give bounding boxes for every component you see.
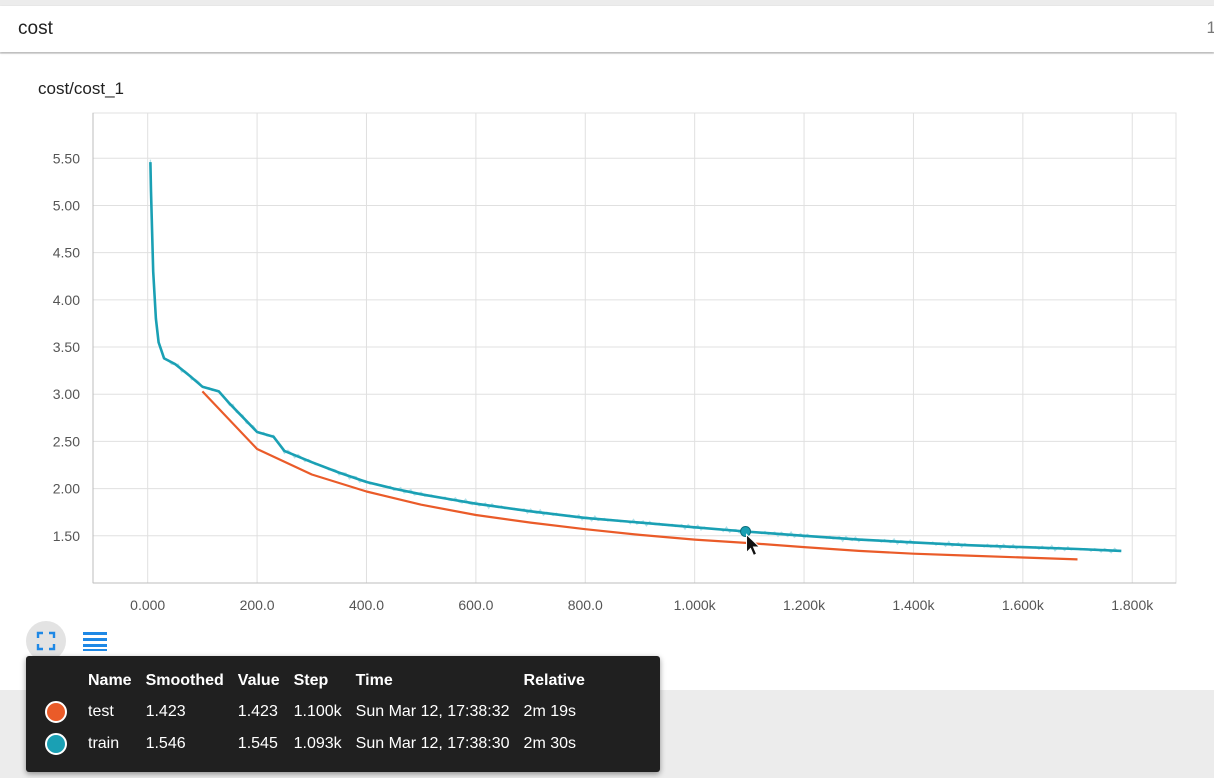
category-header[interactable]: cost 1 (0, 6, 1214, 52)
y-tick-label: 2.00 (53, 481, 80, 497)
row-time: Sun Mar 12, 17:38:30 (355, 735, 510, 752)
x-tick-label: 1.800k (1111, 597, 1154, 613)
row-step: 1.100k (293, 703, 342, 720)
row-name: test (88, 703, 114, 720)
y-tick-label: 2.50 (53, 433, 80, 449)
tooltip-col-value: Value (237, 672, 280, 689)
tooltip-row-test: test 1.423 1.423 1.100k Sun Mar 12, 17:3… (38, 696, 592, 728)
x-tick-label: 1.200k (783, 597, 826, 613)
hover-tooltip: Name Smoothed Value Step Time Relative t… (26, 656, 660, 772)
row-name: train (88, 735, 120, 752)
y-tick-label: 3.50 (53, 339, 80, 355)
x-tick-label: 600.0 (458, 597, 493, 613)
mouse-cursor-icon (746, 533, 761, 557)
test-color-swatch (45, 701, 67, 723)
tooltip-col-time: Time (355, 672, 393, 689)
expand-button[interactable] (26, 621, 66, 661)
tooltip-col-relative: Relative (523, 672, 585, 689)
top-strip (0, 0, 1214, 6)
plot-frame (92, 112, 1177, 584)
row-step: 1.093k (293, 735, 342, 752)
chart-title: cost/cost_1 (38, 79, 124, 98)
row-smoothed: 1.546 (145, 735, 186, 752)
expand-icon (36, 631, 56, 651)
category-title: cost (18, 18, 53, 39)
y-tick-label: 3.00 (53, 386, 80, 402)
x-tick-label: 1.600k (1002, 597, 1045, 613)
row-value: 1.545 (237, 735, 278, 752)
chart-card (0, 54, 1214, 690)
tooltip-row-train: train 1.546 1.545 1.093k Sun Mar 12, 17:… (38, 728, 592, 760)
legend-toggle-button[interactable] (75, 621, 115, 661)
row-relative: 2m 19s (523, 703, 577, 720)
x-tick-label: 400.0 (349, 597, 384, 613)
tooltip-table: Name Smoothed Value Step Time Relative t… (38, 668, 592, 760)
y-tick-label: 4.00 (53, 292, 80, 308)
row-value: 1.423 (237, 703, 278, 720)
x-tick-label: 200.0 (240, 597, 275, 613)
x-tick-label: 800.0 (568, 597, 603, 613)
train-raw-line (149, 159, 1122, 554)
tooltip-col-name: Name (88, 672, 132, 689)
hover-point-marker (740, 525, 752, 537)
row-time: Sun Mar 12, 17:38:32 (355, 703, 510, 720)
row-smoothed: 1.423 (145, 703, 186, 720)
y-tick-label: 4.50 (53, 245, 80, 261)
tooltip-col-smoothed: Smoothed (145, 672, 224, 689)
y-tick-label: 1.50 (53, 528, 80, 544)
x-tick-label: 1.000k (674, 597, 717, 613)
clipped-glyph: 1 (1206, 18, 1214, 37)
y-tick-label: 5.00 (53, 197, 80, 213)
train-color-swatch (45, 733, 67, 755)
tooltip-color-header (38, 668, 81, 696)
x-tick-label: 0.000 (130, 597, 165, 613)
row-relative: 2m 30s (523, 735, 577, 752)
tooltip-header-row: Name Smoothed Value Step Time Relative (38, 668, 592, 696)
test-series-line (201, 390, 1078, 561)
list-icon (83, 632, 107, 651)
y-tick-label: 5.50 (53, 150, 80, 166)
x-tick-label: 1.400k (892, 597, 935, 613)
tooltip-col-step: Step (293, 672, 329, 689)
train-series-line (149, 162, 1122, 553)
